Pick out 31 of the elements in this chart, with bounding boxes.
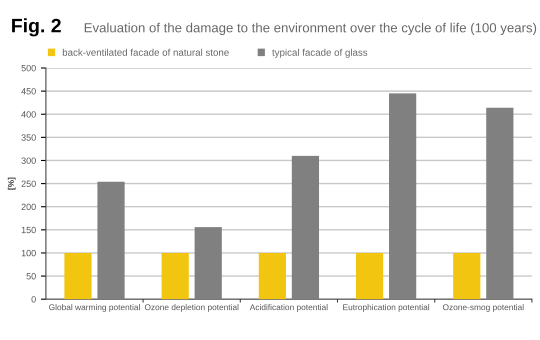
legend-label: back-ventilated facade of natural stone — [62, 48, 229, 56]
y-tick-label: 150 — [22, 226, 36, 234]
bar — [453, 252, 480, 300]
bar — [64, 252, 92, 300]
y-axis-title: [%] — [8, 178, 16, 190]
y-tick-label: 500 — [21, 64, 36, 72]
y-tick-label: 50 — [26, 273, 36, 280]
x-tick-label: Ozone depletion potential — [144, 304, 238, 312]
y-tick-label: 450 — [21, 88, 36, 94]
bar — [162, 252, 189, 300]
y-tick-label: 300 — [21, 157, 36, 164]
bar — [356, 252, 384, 300]
bar — [292, 156, 320, 300]
legend-label: typical facade of glass — [272, 48, 368, 58]
bar — [194, 227, 222, 300]
bar — [97, 182, 125, 300]
chart-subtitle: Evaluation of the damage to the environment over the cycle of life (100 years) — [84, 22, 536, 36]
y-tick-label: 400 — [21, 111, 36, 118]
x-tick-label: Eutrophication potential — [343, 304, 430, 312]
bar — [258, 252, 286, 300]
y-tick-label: 100 — [22, 250, 36, 256]
y-tick-label: 0 — [32, 296, 36, 303]
bar — [486, 108, 514, 300]
y-tick-label: 200 — [22, 204, 36, 210]
y-tick-label: 350 — [21, 134, 36, 141]
x-tick-label: Ozone-smog potential — [442, 304, 524, 312]
y-tick-label: 250 — [22, 180, 36, 187]
x-tick-label: Acidification potential — [250, 304, 328, 312]
x-tick-label: Global warming potential — [49, 304, 140, 312]
chart-title: Fig. 2 — [12, 18, 61, 36]
bar — [389, 93, 416, 300]
